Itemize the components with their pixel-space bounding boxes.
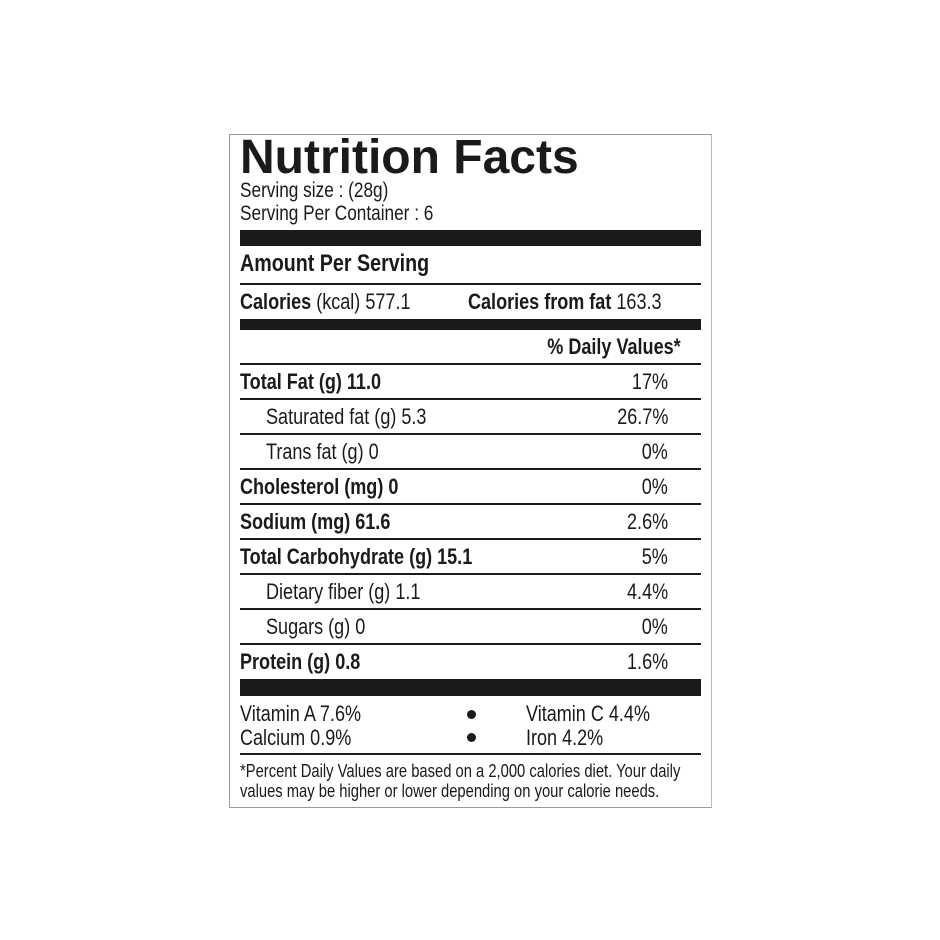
calories-from-fat-value: 163.3 (616, 289, 662, 314)
footnote-line-2: values may be higher or lower depending … (240, 781, 660, 801)
nutrient-row: Trans fat (g) 0 0% (240, 435, 668, 469)
bullet-icon (467, 733, 476, 742)
amount-per-serving: Amount Per Serving (240, 250, 430, 277)
nutrient-row: Dietary fiber (g) 1.1 4.4% (240, 575, 668, 609)
nutrient-pct: 4.4% (626, 579, 668, 604)
divider (240, 433, 701, 435)
vitamin-c: Vitamin C 4.4% (526, 701, 650, 726)
nutrient-row: Sugars (g) 0 0% (240, 610, 668, 644)
bullet-icon (467, 710, 476, 719)
daily-values-header: % Daily Values* (547, 334, 681, 359)
servings-per-container: Serving Per Container : 6 (240, 202, 434, 225)
vitamin-a: Vitamin A 7.6% (240, 701, 362, 726)
nutrient-name: Sugars (g) 0 (266, 614, 366, 639)
nutrient-row: Saturated fat (g) 5.3 26.7% (240, 400, 668, 434)
divider (240, 398, 701, 400)
calcium: Calcium 0.9% (240, 725, 352, 750)
calories-from-fat-row: Calories from fat 163.3 (468, 289, 704, 315)
nutrient-name: Total Carbohydrate (g) 15.1 (240, 544, 473, 569)
calories-label: Calories (240, 289, 312, 314)
divider (240, 538, 701, 540)
thick-divider (240, 679, 701, 696)
label-title: Nutrition Facts (240, 131, 579, 184)
divider (240, 643, 701, 645)
serving-size: Serving size : (28g) (240, 179, 389, 202)
nutrient-row: Cholesterol (mg) 0 0% (240, 470, 668, 504)
nutrient-row: Sodium (mg) 61.6 2.6% (240, 505, 668, 539)
nutrient-name: Dietary fiber (g) 1.1 (266, 579, 421, 604)
nutrient-pct: 0% (641, 474, 668, 499)
nutrient-name: Saturated fat (g) 5.3 (266, 404, 427, 429)
nutrient-pct: 0% (641, 439, 668, 464)
thick-divider (240, 319, 701, 330)
nutrient-pct: 5% (641, 544, 668, 569)
nutrient-pct: 17% (631, 369, 668, 394)
divider (240, 503, 701, 505)
footnote-line-1: *Percent Daily Values are based on a 2,0… (240, 761, 681, 781)
nutrient-name: Protein (g) 0.8 (240, 649, 361, 674)
nutrient-pct: 0% (641, 614, 668, 639)
calories-unit: (kcal) (316, 289, 361, 314)
calories-row: Calories (kcal) 577.1 (240, 289, 448, 315)
nutrient-row: Total Fat (g) 11.0 17% (240, 365, 668, 399)
thick-divider (240, 230, 701, 246)
nutrient-name: Sodium (mg) 61.6 (240, 509, 391, 534)
nutrient-pct: 2.6% (626, 509, 668, 534)
divider (240, 468, 701, 470)
divider (240, 573, 701, 575)
iron: Iron 4.2% (526, 725, 604, 750)
nutrient-pct: 26.7% (616, 404, 668, 429)
divider (240, 283, 701, 285)
calories-value: 577.1 (365, 289, 411, 314)
nutrient-pct: 1.6% (626, 649, 668, 674)
divider (240, 608, 701, 610)
divider (240, 753, 701, 755)
divider (240, 363, 701, 365)
calories-from-fat-label: Calories from fat (468, 289, 612, 314)
nutrient-row: Protein (g) 0.8 1.6% (240, 645, 668, 679)
nutrition-facts-label: Nutrition Facts Serving size : (28g) Ser… (229, 134, 712, 808)
nutrient-name: Trans fat (g) 0 (266, 439, 379, 464)
nutrient-name: Total Fat (g) 11.0 (240, 369, 382, 394)
nutrient-row: Total Carbohydrate (g) 15.1 5% (240, 540, 668, 574)
nutrient-name: Cholesterol (mg) 0 (240, 474, 399, 499)
